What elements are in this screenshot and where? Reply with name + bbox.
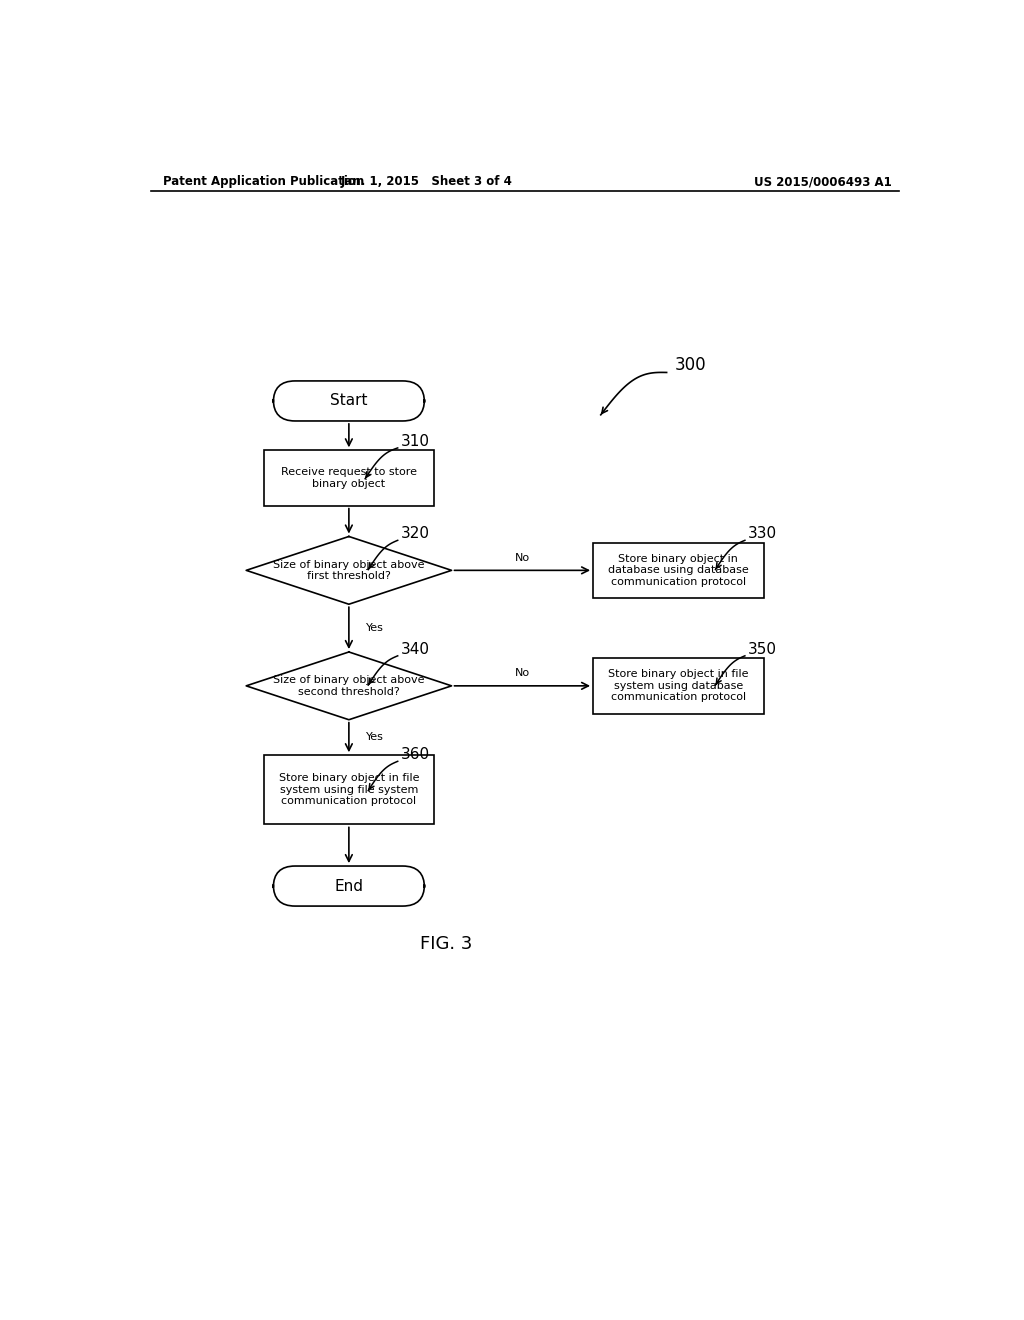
- Text: 310: 310: [400, 433, 430, 449]
- Text: No: No: [515, 668, 529, 678]
- FancyBboxPatch shape: [593, 659, 764, 714]
- Text: Yes: Yes: [366, 733, 384, 742]
- Text: End: End: [335, 879, 364, 894]
- FancyBboxPatch shape: [263, 450, 434, 506]
- Text: No: No: [515, 553, 529, 562]
- Text: Patent Application Publication: Patent Application Publication: [163, 176, 365, 189]
- Text: 340: 340: [400, 642, 430, 656]
- Text: US 2015/0006493 A1: US 2015/0006493 A1: [754, 176, 891, 189]
- Text: Size of binary object above
second threshold?: Size of binary object above second thres…: [273, 675, 425, 697]
- Text: 320: 320: [400, 525, 430, 541]
- Text: Store binary object in file
system using database
communication protocol: Store binary object in file system using…: [608, 669, 749, 702]
- Text: Receive request to store
binary object: Receive request to store binary object: [281, 467, 417, 488]
- Text: Store binary object in file
system using file system
communication protocol: Store binary object in file system using…: [279, 774, 419, 807]
- Text: 350: 350: [748, 642, 777, 656]
- Text: 330: 330: [748, 525, 777, 541]
- FancyBboxPatch shape: [273, 381, 424, 421]
- FancyBboxPatch shape: [273, 866, 424, 906]
- Text: Jan. 1, 2015   Sheet 3 of 4: Jan. 1, 2015 Sheet 3 of 4: [340, 176, 512, 189]
- FancyBboxPatch shape: [263, 755, 434, 825]
- Text: Yes: Yes: [366, 623, 384, 634]
- FancyBboxPatch shape: [593, 543, 764, 598]
- Text: FIG. 3: FIG. 3: [420, 935, 472, 953]
- Polygon shape: [246, 536, 452, 605]
- Polygon shape: [246, 652, 452, 719]
- Text: 360: 360: [400, 747, 430, 762]
- Text: 300: 300: [675, 356, 706, 374]
- Text: Start: Start: [330, 393, 368, 408]
- Text: Store binary object in
database using database
communication protocol: Store binary object in database using da…: [608, 554, 749, 587]
- Text: Size of binary object above
first threshold?: Size of binary object above first thresh…: [273, 560, 425, 581]
